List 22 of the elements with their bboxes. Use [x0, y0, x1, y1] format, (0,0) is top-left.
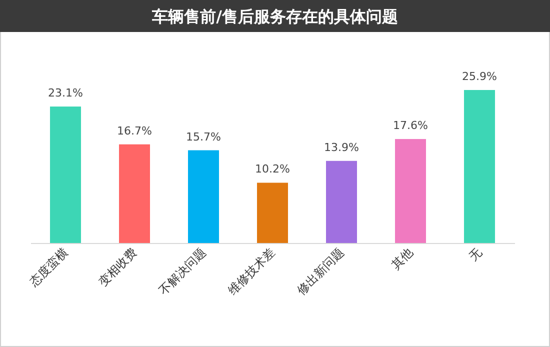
data-label: 15.7%: [186, 130, 221, 144]
bar: [326, 160, 357, 243]
bar: [188, 150, 219, 243]
x-tick-label: 态度蛮横: [26, 245, 71, 290]
x-tick-label: 修出新问题: [294, 245, 347, 298]
data-label: 17.6%: [393, 119, 428, 132]
data-label: 25.9%: [462, 70, 497, 83]
data-label: 13.9%: [324, 140, 359, 154]
x-tick-label: 无: [466, 245, 485, 264]
data-label: 10.2%: [255, 162, 290, 176]
chart-title: 车辆售前/售后服务存在的具体问题: [151, 7, 398, 26]
bar: [257, 182, 288, 243]
bar: [395, 139, 426, 243]
bar: [119, 144, 150, 243]
bar: [464, 90, 495, 243]
x-tick-label: 不解决问题: [156, 245, 209, 298]
x-tick-label: 其他: [388, 245, 416, 272]
data-label: 23.1%: [48, 86, 83, 100]
x-tick-label: 变相收费: [96, 245, 140, 290]
data-label: 16.7%: [117, 124, 152, 138]
x-tick-label: 维修技术差: [225, 245, 278, 298]
bar: [50, 106, 81, 243]
